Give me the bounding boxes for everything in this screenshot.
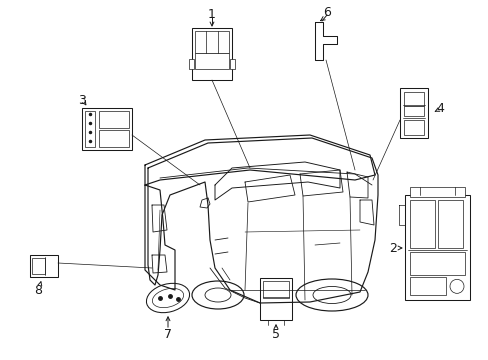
- Bar: [32, 258, 45, 274]
- Bar: [99, 130, 129, 147]
- Ellipse shape: [204, 288, 230, 302]
- Bar: [409, 187, 464, 197]
- Bar: [403, 92, 423, 106]
- Ellipse shape: [192, 281, 244, 309]
- Bar: [99, 111, 129, 128]
- Text: 8: 8: [34, 284, 42, 297]
- Bar: [189, 59, 194, 69]
- Text: 7: 7: [163, 328, 172, 342]
- Ellipse shape: [295, 279, 367, 311]
- Bar: [409, 277, 445, 295]
- Text: 1: 1: [207, 8, 216, 21]
- Ellipse shape: [146, 283, 189, 313]
- Bar: [30, 255, 58, 277]
- Bar: [229, 59, 235, 69]
- Ellipse shape: [152, 288, 183, 308]
- Bar: [195, 53, 228, 68]
- Text: 2: 2: [388, 242, 396, 255]
- Bar: [437, 200, 462, 248]
- Text: 4: 4: [435, 102, 443, 114]
- Bar: [399, 88, 427, 138]
- Text: 5: 5: [271, 328, 280, 342]
- Bar: [192, 28, 231, 80]
- Bar: [403, 106, 423, 116]
- Ellipse shape: [449, 279, 463, 293]
- Bar: [409, 252, 464, 275]
- Bar: [263, 281, 288, 298]
- Text: 3: 3: [78, 94, 86, 107]
- Bar: [85, 111, 95, 147]
- Bar: [82, 108, 132, 150]
- Bar: [409, 200, 434, 248]
- Bar: [404, 195, 469, 300]
- Bar: [260, 278, 291, 320]
- Ellipse shape: [312, 287, 350, 303]
- Bar: [403, 120, 423, 135]
- Bar: [195, 31, 228, 53]
- Text: 6: 6: [323, 5, 330, 18]
